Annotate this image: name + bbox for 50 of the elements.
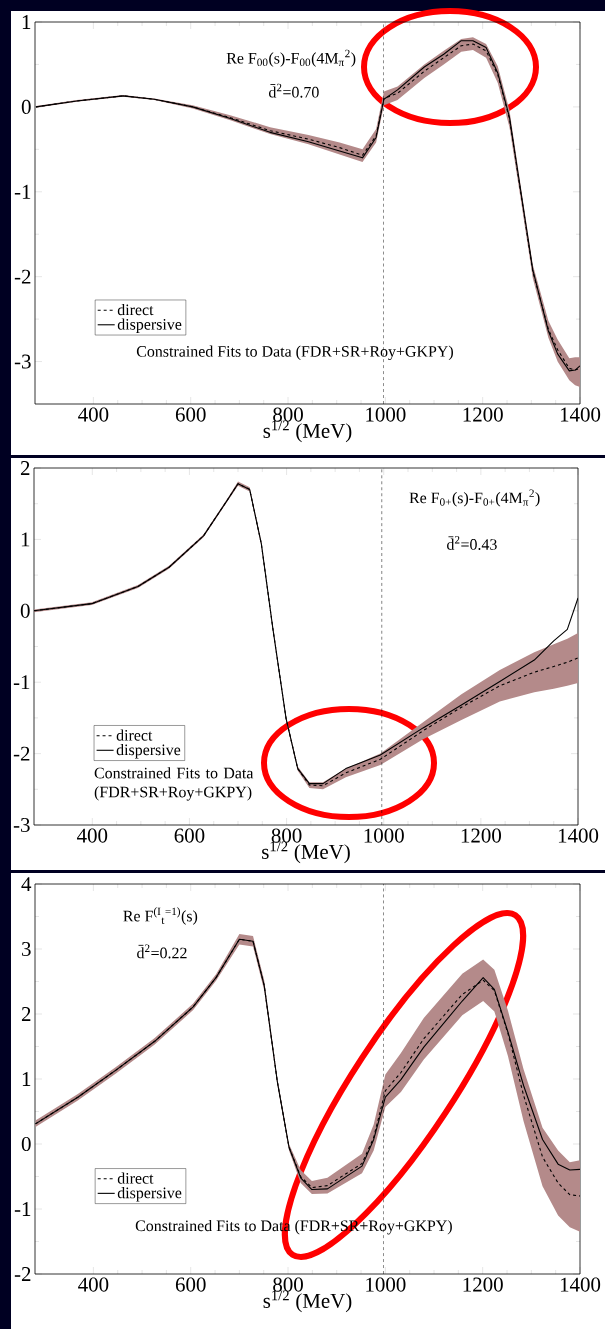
x-tick-label: 1400: [560, 407, 601, 422]
y-tick-label: -3: [14, 354, 31, 369]
y-tick-label: 1: [22, 15, 31, 29]
x-tick-label: 800: [273, 1277, 303, 1292]
legend-label: dispersive: [117, 1187, 182, 1202]
annotation: Re F$_{00}$(s)-F$_{00}$(4M$_{π}$$^{2}$): [226, 49, 356, 67]
x-tick-label: 1000: [366, 1277, 406, 1292]
x-tick-label: 1200: [463, 1277, 503, 1292]
legend-label: direct: [117, 303, 154, 316]
x-tick-label: 800: [273, 407, 303, 422]
y-tick-label: 3: [22, 941, 31, 957]
legend-label: dispersive: [117, 318, 182, 333]
x-tick-label: 400: [77, 828, 108, 843]
x-tick-label: 400: [78, 1277, 109, 1292]
y-tick-label: 4: [21, 877, 32, 891]
x-tick-label: 600: [174, 828, 205, 843]
x-tick-label: 1000: [366, 407, 406, 422]
y-tick-label: -2: [13, 746, 30, 761]
x-tick-label: 1000: [364, 828, 404, 843]
y-tick-label: -2: [14, 269, 31, 284]
x-tick-label: 1200: [461, 828, 501, 843]
y-tick-label: -1: [14, 1202, 31, 1216]
legend-label: dispersive: [116, 744, 181, 759]
y-tick-label: 1: [22, 1072, 31, 1086]
annotation: Re F$^{(I}$t$^{=1)}$(s): [123, 907, 198, 925]
x-tick-label: 400: [78, 407, 109, 422]
annotation: d̄$^{2}$=0.70: [268, 83, 319, 98]
annotation: Re F$_{0+}$(s)-F$_{0+}$(4M$_{π}$$^{2}$): [409, 489, 540, 507]
y-tick-label: -2: [14, 1267, 31, 1281]
x-tick-label: 1400: [558, 828, 599, 843]
annotation: d̄$^{2}$=0.22: [137, 944, 187, 959]
x-tick-label: 1200: [463, 407, 503, 422]
x-tick-label: 1400: [560, 1277, 601, 1292]
annotation: Constrained Fits to Data (FDR+SR+Roy+GKPY): [136, 345, 453, 361]
x-tick-label: 800: [271, 828, 302, 843]
y-tick-label: 0: [21, 99, 31, 114]
x-tick-label: 600: [175, 407, 206, 422]
y-tick-label: 2: [20, 461, 30, 475]
legend-label: direct: [117, 1172, 154, 1184]
y-tick-label: 2: [21, 1007, 31, 1021]
annotation: d̄$^{2}$=0.43: [447, 536, 497, 550]
y-tick-label: -1: [14, 184, 31, 199]
y-tick-label: -3: [13, 817, 30, 833]
y-tick-label: -1: [13, 675, 30, 690]
x-tick-label: 600: [175, 1277, 206, 1292]
legend-label: direct: [116, 729, 153, 741]
y-tick-label: 1: [21, 532, 30, 547]
y-tick-label: 0: [21, 1136, 31, 1152]
y-tick-label: 0: [20, 603, 30, 618]
annotation: Constrained Fits to Data (FDR+SR+Roy+GKPY): [94, 767, 254, 801]
